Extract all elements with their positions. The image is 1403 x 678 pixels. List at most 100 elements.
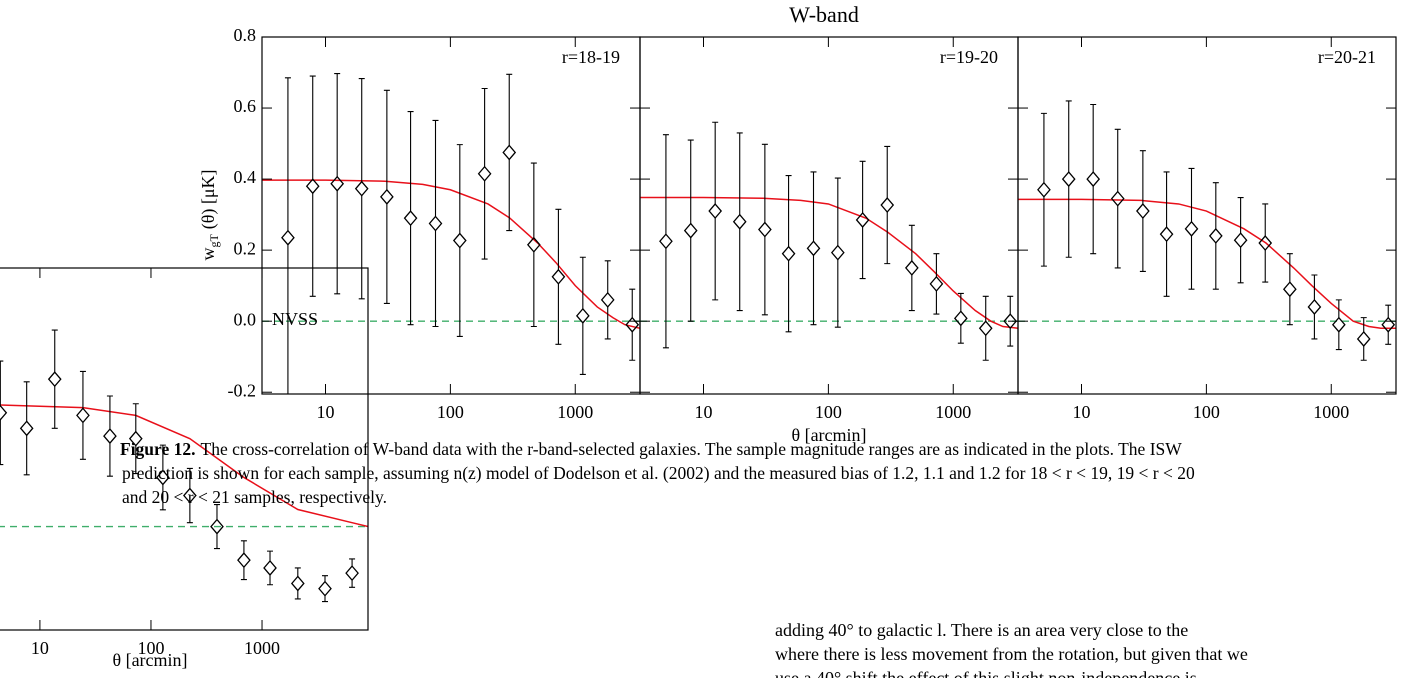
- panel: 10 100 1000 0.8 0.6 0.4 0.2 0.0 -0.2 r=18-19: [228, 25, 641, 422]
- error-bar: [334, 73, 341, 295]
- model-curve: [262, 179, 640, 330]
- x-tick-label: 1000: [557, 402, 593, 422]
- error-bar: [79, 370, 86, 460]
- error-bar: [1335, 299, 1342, 351]
- caption-line: Figure 12. The cross-correlation of W-ban…: [120, 437, 1182, 461]
- data-point: [318, 580, 332, 597]
- x-axis-label: θ [arcmin]: [791, 425, 866, 445]
- data-point: [1159, 226, 1174, 243]
- panel: 10 100 1000 r=19-20: [639, 36, 1019, 422]
- error-bar: [810, 171, 817, 326]
- error-bar: [186, 467, 193, 524]
- error-bar: [736, 132, 743, 312]
- data-point: [128, 430, 143, 447]
- data-point: [1208, 227, 1223, 244]
- data-point: [708, 203, 723, 220]
- data-point: [781, 245, 796, 262]
- data-point: [1356, 330, 1371, 347]
- data-point: [806, 240, 821, 257]
- error-bar: [407, 111, 414, 326]
- error-bar: [383, 89, 390, 304]
- error-bar: [358, 78, 365, 300]
- x-tick-label: 10: [1073, 402, 1091, 422]
- error-bar: [321, 575, 328, 603]
- data-point: [953, 310, 968, 327]
- y-label-text: (θ) [μK]: [198, 169, 219, 229]
- data-point: [855, 211, 870, 228]
- error-bar: [309, 75, 316, 297]
- data-point: [477, 165, 492, 182]
- x-tick-label: 100: [437, 402, 464, 422]
- y-tick-label: 0.8: [234, 25, 257, 45]
- model-curve: [640, 196, 1018, 330]
- data-point: [904, 259, 919, 276]
- error-bar: [456, 144, 463, 338]
- plot-area: [262, 73, 640, 394]
- x-axis-label: θ [arcmin]: [112, 650, 187, 670]
- error-bar: [432, 119, 439, 328]
- data-point: [428, 215, 443, 232]
- model-curve: [0, 404, 368, 528]
- error-bar: [132, 403, 139, 475]
- panel: 10 100 1000 NVSS θ [arcmin]: [0, 267, 369, 670]
- error-bar: [23, 381, 30, 476]
- plot-area: [1018, 100, 1396, 361]
- error-bar: [1262, 203, 1269, 283]
- error-bar: [908, 224, 915, 312]
- data-point: [237, 552, 251, 569]
- body-text-line: adding 40° to galactic l. There is an ar…: [775, 620, 1189, 640]
- error-bar: [712, 121, 719, 301]
- error-bar: [51, 329, 58, 429]
- error-bar: [284, 77, 291, 394]
- panel: 10 100 1000 r=20-21: [1017, 36, 1397, 422]
- y-tick-label: 0.4: [234, 167, 257, 187]
- data-point: [502, 144, 517, 161]
- data-point: [1331, 316, 1346, 333]
- error-bar: [1114, 128, 1121, 269]
- error-bar: [1139, 150, 1146, 272]
- error-bar: [506, 73, 513, 232]
- data-point: [1282, 281, 1297, 298]
- data-point: [380, 188, 394, 205]
- x-tick-label: 1000: [935, 402, 971, 422]
- error-bar: [579, 256, 586, 376]
- data-point: [0, 404, 8, 421]
- error-bar: [1360, 317, 1367, 361]
- x-tick-label: 1000: [1313, 402, 1349, 422]
- data-point: [354, 180, 369, 197]
- data-point: [19, 420, 34, 437]
- data-point: [103, 428, 117, 445]
- panel-label: r=20-21: [1318, 47, 1376, 67]
- data-point: [600, 291, 615, 308]
- data-point: [183, 487, 197, 504]
- error-bar: [159, 444, 166, 511]
- error-bar: [349, 558, 356, 588]
- plot-frame: [0, 267, 369, 631]
- panel-label: NVSS: [272, 309, 318, 329]
- error-bar: [1237, 197, 1244, 284]
- data-point: [1136, 203, 1150, 220]
- data-point: [403, 210, 418, 227]
- error-bar: [687, 139, 694, 322]
- caption-label: Figure 12.: [120, 439, 196, 459]
- model-curve: [1018, 198, 1396, 330]
- error-bar: [785, 174, 792, 333]
- plot-area: [640, 121, 1018, 361]
- error-bar: [933, 253, 940, 315]
- data-point: [305, 178, 320, 195]
- data-point: [732, 213, 747, 230]
- data-point: [1233, 232, 1248, 249]
- error-bar: [1212, 182, 1219, 290]
- data-point: [659, 233, 673, 250]
- data-point: [880, 197, 895, 214]
- data-point: [551, 268, 566, 285]
- y-label-subscript: gT: [207, 234, 221, 248]
- error-bar: [1007, 295, 1014, 347]
- x-tick-label: 100: [815, 402, 842, 422]
- error-bar: [294, 567, 301, 600]
- error-bar: [1065, 100, 1072, 258]
- data-point: [1037, 181, 1051, 198]
- y-tick-label: 0.0: [234, 309, 257, 329]
- error-bar: [884, 145, 891, 265]
